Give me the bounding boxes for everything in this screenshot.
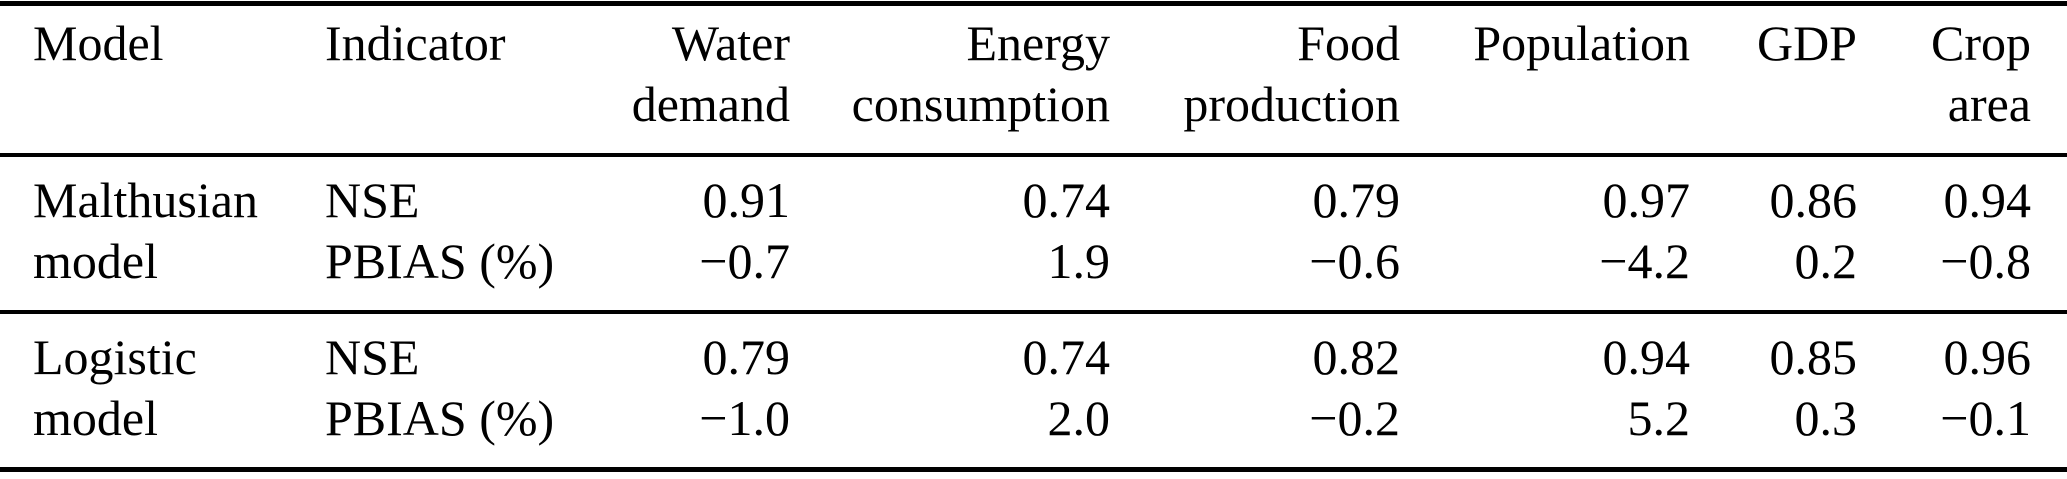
- col-header-water-demand: Water demand: [610, 4, 790, 156]
- cell-value-water-demand: −1.0: [699, 390, 790, 446]
- header-line: Model: [33, 15, 164, 71]
- cell-value-gdp: 0.85: [1769, 329, 1858, 385]
- cell-value-population: 0.97: [1602, 172, 1691, 228]
- cell-value-gdp: 0.2: [1794, 233, 1858, 289]
- cell-indicator: NSE: [325, 329, 420, 385]
- cell-value-energy-consumption: 0.74: [1022, 329, 1111, 385]
- header-line: consumption: [851, 76, 1110, 132]
- cell-value-food-production: 0.82: [1312, 329, 1401, 385]
- cell-value-population: 5.2: [1627, 390, 1691, 446]
- col-header-energy-consumption: Energy consumption: [790, 4, 1110, 156]
- col-header-gdp: GDP: [1690, 4, 1857, 156]
- header-line: Energy: [966, 15, 1110, 71]
- table-row-logistic-nse: Logistic NSE 0.79 0.74 0.82 0.94 0.85 0.…: [0, 312, 2067, 388]
- cell-model-name: model: [33, 233, 158, 289]
- cell-value-food-production: −0.2: [1309, 390, 1400, 446]
- table-row-malthusian-pbias: model PBIAS (%) −0.7 1.9 −0.6 −4.2 0.2 −…: [0, 231, 2067, 312]
- header-line: area: [1947, 76, 2031, 132]
- table-row-logistic-pbias: model PBIAS (%) −1.0 2.0 −0.2 5.2 0.3 −0…: [0, 388, 2067, 470]
- header-line: Crop: [1931, 15, 2031, 71]
- group-malthusian-model: Malthusian NSE 0.91 0.74 0.79 0.97 0.86 …: [0, 155, 2067, 312]
- cell-value-population: −4.2: [1599, 233, 1690, 289]
- col-header-indicator: Indicator: [325, 4, 610, 156]
- cell-value-crop-area: 0.96: [1943, 329, 2032, 385]
- cell-value-water-demand: 0.79: [702, 329, 791, 385]
- header-line: Population: [1473, 15, 1690, 71]
- header-line: Water: [671, 15, 790, 71]
- cell-value-energy-consumption: 1.9: [1047, 233, 1111, 289]
- cell-value-crop-area: −0.8: [1940, 233, 2031, 289]
- header-line: demand: [631, 76, 790, 132]
- cell-value-water-demand: 0.91: [702, 172, 791, 228]
- col-header-crop-area: Crop area: [1857, 4, 2067, 156]
- table-row-malthusian-nse: Malthusian NSE 0.91 0.74 0.79 0.97 0.86 …: [0, 155, 2067, 231]
- header-line: production: [1183, 76, 1400, 132]
- cell-value-food-production: 0.79: [1312, 172, 1401, 228]
- cell-value-energy-consumption: 2.0: [1047, 390, 1111, 446]
- header-line: GDP: [1756, 15, 1857, 71]
- cell-value-energy-consumption: 0.74: [1022, 172, 1111, 228]
- cell-value-crop-area: −0.1: [1940, 390, 2031, 446]
- cell-value-population: 0.94: [1602, 329, 1691, 385]
- cell-model-name: Logistic: [33, 329, 197, 385]
- group-logistic-model: Logistic NSE 0.79 0.74 0.82 0.94 0.85 0.…: [0, 312, 2067, 470]
- cell-value-water-demand: −0.7: [699, 233, 790, 289]
- col-header-food-production: Food production: [1110, 4, 1400, 156]
- col-header-population: Population: [1400, 4, 1690, 156]
- cell-model-name: Malthusian: [33, 172, 258, 228]
- table-header: Model Indicator Water demand Energy cons…: [0, 4, 2067, 156]
- cell-value-gdp: 0.86: [1769, 172, 1858, 228]
- cell-indicator: PBIAS (%): [325, 233, 555, 289]
- cell-indicator: NSE: [325, 172, 420, 228]
- header-line: Indicator: [325, 15, 506, 71]
- cell-model-name: model: [33, 390, 158, 446]
- col-header-model: Model: [0, 4, 325, 156]
- cell-value-crop-area: 0.94: [1943, 172, 2032, 228]
- cell-value-gdp: 0.3: [1794, 390, 1858, 446]
- header-line: Food: [1297, 15, 1400, 71]
- cell-indicator: PBIAS (%): [325, 390, 555, 446]
- header-row: Model Indicator Water demand Energy cons…: [0, 4, 2067, 156]
- cell-value-food-production: −0.6: [1309, 233, 1400, 289]
